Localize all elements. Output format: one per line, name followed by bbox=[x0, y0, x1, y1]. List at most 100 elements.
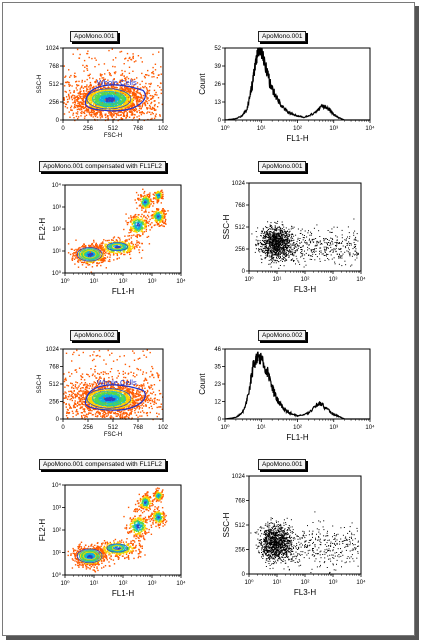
y-tick-label: 23 bbox=[214, 382, 221, 388]
y-tick-label: 1024 bbox=[232, 181, 246, 187]
contour-lines bbox=[76, 543, 128, 564]
contour-lines bbox=[86, 388, 132, 409]
y-tick-label: 0 bbox=[242, 269, 246, 275]
chart-svg: Whole Cells 0 256 512 768 102 0 256 512 768 1024 FS… bbox=[37, 46, 169, 139]
y-tick-label: 10¹ bbox=[52, 551, 61, 557]
y-tick-label: 10⁴ bbox=[52, 182, 62, 189]
y-tick-label: 10⁰ bbox=[52, 270, 62, 277]
chart-svg: Whole Cells 0 256 512 768 102 0 256 512 768 1024 FS… bbox=[37, 347, 169, 438]
y-tick-label: 46 bbox=[214, 347, 221, 353]
x-tick-label: 10⁰ bbox=[244, 579, 254, 586]
x-axis-label: FSC-H bbox=[104, 133, 122, 139]
x-tick-label: 10¹ bbox=[273, 580, 282, 586]
x-tick-label: 10⁴ bbox=[356, 276, 366, 283]
chart-2: ApoMono.001 10⁰ 10¹ 10² 10³ 10⁴ 0 13 26 39 52 FL1-H… bbox=[3, 3, 414, 635]
y-axis-label: FL2-H bbox=[38, 218, 47, 240]
chart-1: ApoMono.001 Whole Cells 0 256 512 768 102 0 256 5… bbox=[3, 3, 414, 635]
density-points bbox=[63, 48, 163, 122]
x-tick-label: 102 bbox=[158, 126, 169, 132]
x-tick-label: 10³ bbox=[329, 425, 338, 431]
chart-svg: 10⁰ 10¹ 10² 10³ 10⁴ 0 12 23 35 46 FL1-H Count bbox=[198, 347, 375, 442]
x-tick-label: 10⁴ bbox=[356, 579, 366, 586]
x-tick-label: 256 bbox=[83, 425, 94, 431]
y-tick-label: 35 bbox=[214, 365, 221, 371]
y-axis-label: Count bbox=[198, 373, 207, 395]
y-tick-label: 10⁴ bbox=[52, 482, 62, 489]
y-tick-label: 512 bbox=[49, 382, 60, 388]
y-tick-label: 256 bbox=[235, 247, 246, 253]
y-tick-label: 1024 bbox=[46, 347, 60, 353]
plot-area: Whole Cells bbox=[63, 48, 163, 122]
x-tick-label: 10¹ bbox=[273, 277, 282, 283]
scatter-points bbox=[251, 218, 359, 269]
x-tick-label: 10¹ bbox=[90, 279, 99, 285]
histogram-series bbox=[224, 47, 370, 121]
x-axis-label: FL3-H bbox=[294, 285, 316, 294]
y-tick-label: 0 bbox=[56, 417, 60, 423]
chart-title: ApoMono.001 bbox=[258, 161, 307, 172]
y-tick-label: 256 bbox=[235, 548, 246, 554]
x-tick-label: 10⁴ bbox=[176, 580, 186, 587]
chart-7: ApoMono.001 compensated with FL1FL2 10⁰ 10… bbox=[3, 3, 414, 635]
gate-label: Whole Cells bbox=[97, 78, 137, 87]
x-tick-label: 768 bbox=[133, 425, 144, 431]
y-tick-label: 10³ bbox=[52, 506, 61, 512]
y-tick-label: 1024 bbox=[46, 46, 60, 52]
y-tick-label: 12 bbox=[214, 400, 221, 406]
y-tick-label: 512 bbox=[235, 523, 246, 529]
x-tick-label: 768 bbox=[133, 126, 144, 132]
y-tick-label: 768 bbox=[235, 499, 246, 505]
chart-svg: 10⁰ 10¹ 10² 10³ 10⁴ 0 256 512 768 1024 FL3-H SSC-H bbox=[222, 181, 366, 294]
x-tick-label: 10³ bbox=[329, 580, 338, 586]
x-tick-label: 10⁴ bbox=[365, 424, 375, 431]
chart-6: ApoMono.002 10⁰ 10¹ 10² 10³ 10⁴ 0 12 23 35 46 FL1-H… bbox=[3, 3, 414, 635]
density-points bbox=[67, 188, 169, 273]
y-tick-label: 39 bbox=[214, 64, 221, 70]
y-tick-label: 256 bbox=[49, 100, 60, 106]
y-axis-label: Count bbox=[198, 73, 207, 95]
x-tick-label: 10³ bbox=[329, 126, 338, 132]
scatter-points bbox=[250, 511, 360, 574]
chart-title: ApoMono.001 bbox=[258, 459, 307, 470]
y-tick-label: 10³ bbox=[52, 205, 61, 211]
y-tick-label: 768 bbox=[49, 365, 60, 371]
y-axis-label: SSC-H bbox=[37, 375, 43, 394]
x-tick-label: 512 bbox=[108, 425, 119, 431]
x-axis-label: FL3-H bbox=[294, 588, 316, 597]
plot-area bbox=[251, 218, 359, 269]
y-tick-label: 10¹ bbox=[52, 249, 61, 255]
x-tick-label: 10² bbox=[119, 581, 128, 587]
chart-8: ApoMono.001 10⁰ 10¹ 10² 10³ 10⁴ 0 256 512 768 1024… bbox=[3, 3, 414, 635]
y-tick-label: 512 bbox=[235, 225, 246, 231]
x-tick-label: 10⁴ bbox=[365, 125, 375, 132]
x-tick-label: 10⁰ bbox=[60, 278, 70, 285]
gate-polygon bbox=[84, 384, 146, 411]
x-tick-label: 10³ bbox=[329, 277, 338, 283]
contour-lines bbox=[76, 242, 128, 262]
chart-title: ApoMono.002 bbox=[258, 330, 307, 341]
y-tick-label: 52 bbox=[214, 46, 221, 52]
density-points bbox=[67, 487, 168, 573]
y-tick-label: 512 bbox=[49, 82, 60, 88]
x-tick-label: 10⁰ bbox=[60, 580, 70, 587]
chart-svg: 10⁰ 10¹ 10² 10³ 10⁴ 10⁰ 10¹ 10² 10³ 10⁴ FL1-H FL2-H bbox=[38, 182, 186, 296]
x-tick-label: 10² bbox=[301, 580, 310, 586]
x-tick-label: 0 bbox=[61, 126, 65, 132]
y-tick-label: 256 bbox=[49, 400, 60, 406]
chart-svg: 10⁰ 10¹ 10² 10³ 10⁴ 0 13 26 39 52 FL1-H Count bbox=[198, 46, 375, 143]
chart-title: ApoMono.001 compensated with FL1FL2 bbox=[39, 161, 166, 172]
y-tick-label: 0 bbox=[242, 572, 246, 578]
y-tick-label: 0 bbox=[218, 118, 222, 124]
y-tick-label: 26 bbox=[214, 82, 221, 88]
histogram-series bbox=[224, 351, 370, 420]
x-tick-label: 10² bbox=[293, 425, 302, 431]
y-tick-label: 1024 bbox=[232, 474, 246, 480]
contour-lines bbox=[86, 88, 132, 110]
chart-5: ApoMono.002 Whole Cells 0 256 512 768 102 0 256 5… bbox=[3, 3, 414, 635]
x-tick-label: 0 bbox=[61, 425, 65, 431]
plot-area bbox=[224, 47, 370, 121]
gate-label: Whole Cells bbox=[97, 378, 137, 387]
chart-svg: 10⁰ 10¹ 10² 10³ 10⁴ 10⁰ 10¹ 10² 10³ 10⁴ FL1-H FL2-H bbox=[38, 482, 186, 598]
y-axis-label: FL2-H bbox=[38, 519, 47, 541]
y-tick-label: 10² bbox=[52, 528, 61, 534]
